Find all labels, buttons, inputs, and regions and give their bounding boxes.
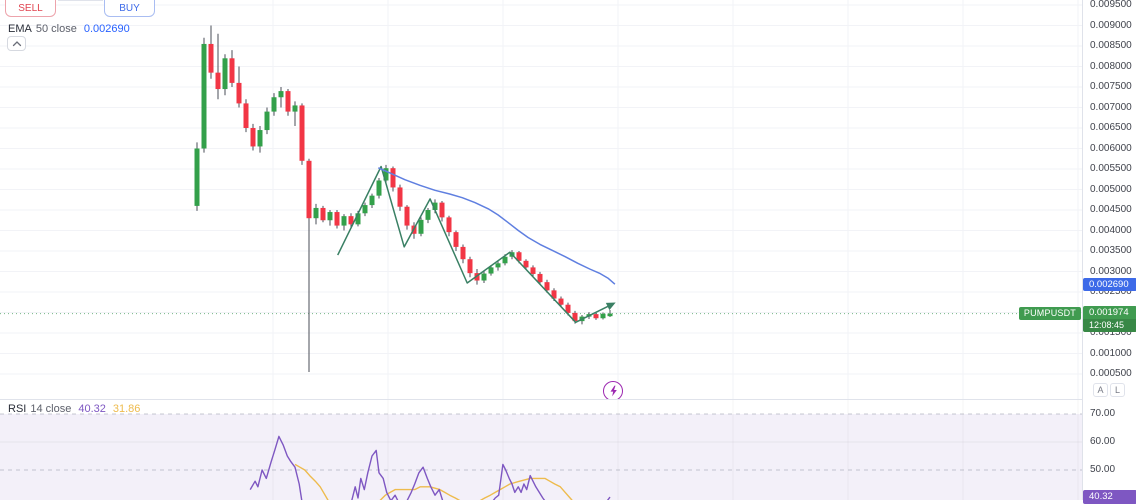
buy-button[interactable]: 0.001975 BUY: [104, 0, 155, 17]
rsi-line: [249, 435, 611, 500]
rsi-name: RSI: [8, 403, 27, 415]
price-tick-label: 0.004500: [1090, 204, 1132, 215]
price-tick-label: 0.007500: [1090, 81, 1132, 92]
log-scale-button[interactable]: L: [1110, 383, 1125, 397]
ema-line: [377, 167, 616, 285]
price-scale[interactable]: 0.009500 0.009000 0.008500 0.008000 0.007500…: [1082, 0, 1136, 504]
rsi-ma-value: 31.86: [112, 403, 141, 415]
rsi-tick-label: 70.00: [1090, 408, 1116, 419]
chevron-up-icon: [12, 41, 21, 47]
rsi-ma-line: [294, 463, 573, 500]
price-chart-canvas[interactable]: [0, 0, 1082, 399]
rsi-chart-canvas[interactable]: [0, 400, 1082, 500]
last-price-value: 0.001974: [1089, 307, 1129, 318]
rsi-params: 14 close: [30, 403, 72, 415]
price-tick-label: 0.006000: [1090, 142, 1132, 154]
price-tick-label: 0.006500: [1090, 122, 1132, 133]
price-tick-label: 0.008000: [1090, 60, 1132, 72]
ema-value: 0.002690: [83, 23, 130, 35]
ema-price-badge: 0.002690: [1083, 278, 1136, 291]
price-tick-label: 0.003500: [1090, 245, 1132, 256]
price-tick-label: 0.008500: [1090, 40, 1132, 51]
buy-label: BUY: [119, 2, 140, 14]
price-tick-label: 0.009000: [1090, 19, 1132, 31]
candles: [194, 25, 613, 372]
rsi-indicator-legend: RSI 14 close 40.32 31.86: [8, 403, 140, 415]
rsi-pane[interactable]: RSI 14 close 40.32 31.86: [0, 400, 1082, 500]
collapse-legend-button[interactable]: [7, 36, 26, 51]
pane-divider[interactable]: [0, 399, 1136, 400]
auto-scale-button[interactable]: A: [1093, 383, 1108, 397]
price-tick-label: 0.007000: [1090, 101, 1132, 113]
price-tick-label: 0.005500: [1090, 163, 1132, 174]
zigzag-arrowhead: [605, 302, 616, 311]
price-grid: [0, 0, 1082, 399]
symbol-price-label: PUMPUSDT: [1018, 307, 1081, 320]
sell-button[interactable]: 0.001974 SELL: [5, 0, 56, 17]
sell-label: SELL: [18, 2, 43, 14]
price-tick-label: 0.002500: [1090, 286, 1132, 297]
candle-countdown: 12:08:45: [1083, 319, 1136, 332]
quick-trade-button[interactable]: [603, 381, 623, 399]
ema-indicator-legend: EMA 50 close 0.002690: [8, 23, 130, 35]
spread-value: 0.000001: [58, 0, 103, 1]
price-pane[interactable]: 0.001974 SELL 0.000001 0.001975 BUY EMA5…: [0, 0, 1082, 399]
lightning-icon: [610, 385, 617, 397]
price-tick-label: 0.001500: [1090, 327, 1132, 338]
sell-price: 0.001974: [6, 0, 55, 3]
price-tick-label: 0.009500: [1090, 0, 1132, 10]
rsi-tick-label: 60.00: [1090, 436, 1116, 447]
price-tick-label: 0.000500: [1090, 368, 1132, 379]
ema-name: EMA: [8, 23, 32, 35]
ema-params: 50 close: [35, 23, 77, 35]
rsi-band: [0, 414, 1082, 500]
last-price-badge: 0.001974 12:08:45: [1083, 306, 1136, 332]
rsi-value-badge: 40.32: [1083, 490, 1136, 504]
price-tick-label: 0.005000: [1090, 183, 1132, 195]
price-tick-label: 0.004000: [1090, 224, 1132, 236]
price-tick-label: 0.003000: [1090, 265, 1132, 277]
zigzag-line: [337, 165, 613, 324]
rsi-value: 40.32: [78, 403, 106, 415]
buy-price: 0.001975: [105, 0, 154, 3]
rsi-tick-label: 50.00: [1090, 464, 1116, 475]
price-tick-label: 0.001000: [1090, 347, 1132, 359]
